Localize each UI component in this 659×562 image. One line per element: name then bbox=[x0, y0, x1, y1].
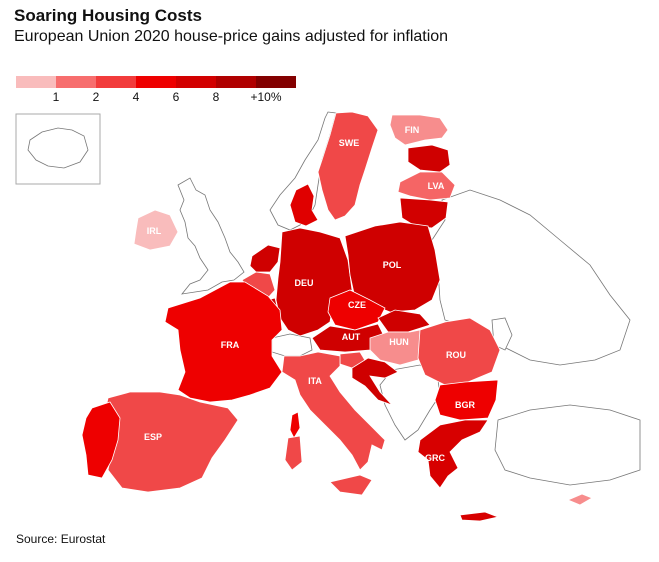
non-eu-countries bbox=[177, 111, 641, 486]
legend-labels: 1 2 4 6 8 +10% bbox=[16, 90, 316, 106]
country-EST[interactable] bbox=[407, 144, 451, 173]
legend-swatch-3 bbox=[96, 76, 136, 88]
label-ESP: ESP bbox=[144, 432, 162, 442]
country-IRL[interactable] bbox=[133, 209, 179, 251]
country-PRT[interactable] bbox=[81, 401, 121, 479]
country-ITA-sicily[interactable] bbox=[329, 474, 373, 496]
country-POL[interactable] bbox=[344, 221, 441, 313]
country-CYP[interactable] bbox=[566, 493, 593, 506]
label-IRL: IRL bbox=[147, 226, 162, 236]
country-HRV[interactable] bbox=[351, 357, 399, 406]
country-GRC-crete[interactable] bbox=[459, 511, 500, 522]
label-SWE: SWE bbox=[339, 138, 360, 148]
map-title: Soaring Housing Costs bbox=[14, 6, 202, 25]
legend-swatch-4 bbox=[136, 76, 176, 88]
legend-swatch-5 bbox=[176, 76, 216, 88]
country-ITA[interactable] bbox=[281, 351, 386, 471]
iceland-shape bbox=[27, 127, 89, 169]
source-note: Source: Eurostat bbox=[16, 532, 106, 546]
switzerland-shape bbox=[271, 333, 313, 357]
country-CZE[interactable] bbox=[327, 289, 386, 331]
label-CZE: CZE bbox=[348, 300, 366, 310]
legend-label: 6 bbox=[172, 90, 180, 104]
label-DEU: DEU bbox=[294, 278, 313, 288]
uk-shape bbox=[177, 177, 245, 295]
label-AUT: AUT bbox=[342, 332, 361, 342]
legend: 1 2 4 6 8 +10% bbox=[16, 76, 316, 106]
label-POL: POL bbox=[383, 260, 402, 270]
iceland-inset bbox=[15, 113, 101, 185]
label-BGR: BGR bbox=[455, 400, 476, 410]
country-NLD[interactable] bbox=[249, 244, 281, 273]
map-subtitle: European Union 2020 house-price gains ad… bbox=[14, 28, 449, 45]
label-ROU: ROU bbox=[446, 350, 466, 360]
turkey-shape bbox=[494, 404, 641, 486]
label-FIN: FIN bbox=[405, 125, 420, 135]
label-LVA: LVA bbox=[428, 181, 445, 191]
label-HUN: HUN bbox=[389, 337, 409, 347]
country-FRA[interactable] bbox=[164, 281, 283, 403]
country-LVA[interactable] bbox=[397, 171, 456, 201]
label-FRA: FRA bbox=[221, 340, 240, 350]
legend-label: 4 bbox=[132, 90, 140, 104]
legend-swatch-1 bbox=[16, 76, 56, 88]
legend-label: +10% bbox=[250, 90, 282, 104]
legend-swatch-2 bbox=[56, 76, 96, 88]
legend-label: 2 bbox=[92, 90, 100, 104]
country-DNK[interactable] bbox=[289, 183, 319, 227]
legend-swatches bbox=[16, 76, 316, 88]
legend-swatch-6 bbox=[216, 76, 256, 88]
legend-label: 1 bbox=[52, 90, 60, 104]
label-ITA: ITA bbox=[308, 376, 322, 386]
legend-label: 8 bbox=[212, 90, 220, 104]
country-SWE[interactable] bbox=[317, 111, 379, 221]
country-labels: SWE FIN LVA IRL DEU POL CZE AUT HUN ROU … bbox=[144, 125, 476, 463]
country-FIN[interactable] bbox=[389, 114, 449, 146]
country-GRC[interactable] bbox=[417, 419, 489, 489]
legend-swatch-7 bbox=[256, 76, 296, 88]
country-FRA-corsica[interactable] bbox=[289, 411, 301, 439]
country-SVK[interactable] bbox=[377, 309, 431, 333]
country-LTU[interactable] bbox=[399, 197, 449, 229]
country-ROU[interactable] bbox=[417, 317, 501, 386]
country-BGR[interactable] bbox=[434, 379, 499, 421]
label-GRC: GRC bbox=[425, 453, 446, 463]
country-ESP[interactable] bbox=[104, 391, 239, 493]
country-ITA-sardinia[interactable] bbox=[284, 435, 303, 471]
